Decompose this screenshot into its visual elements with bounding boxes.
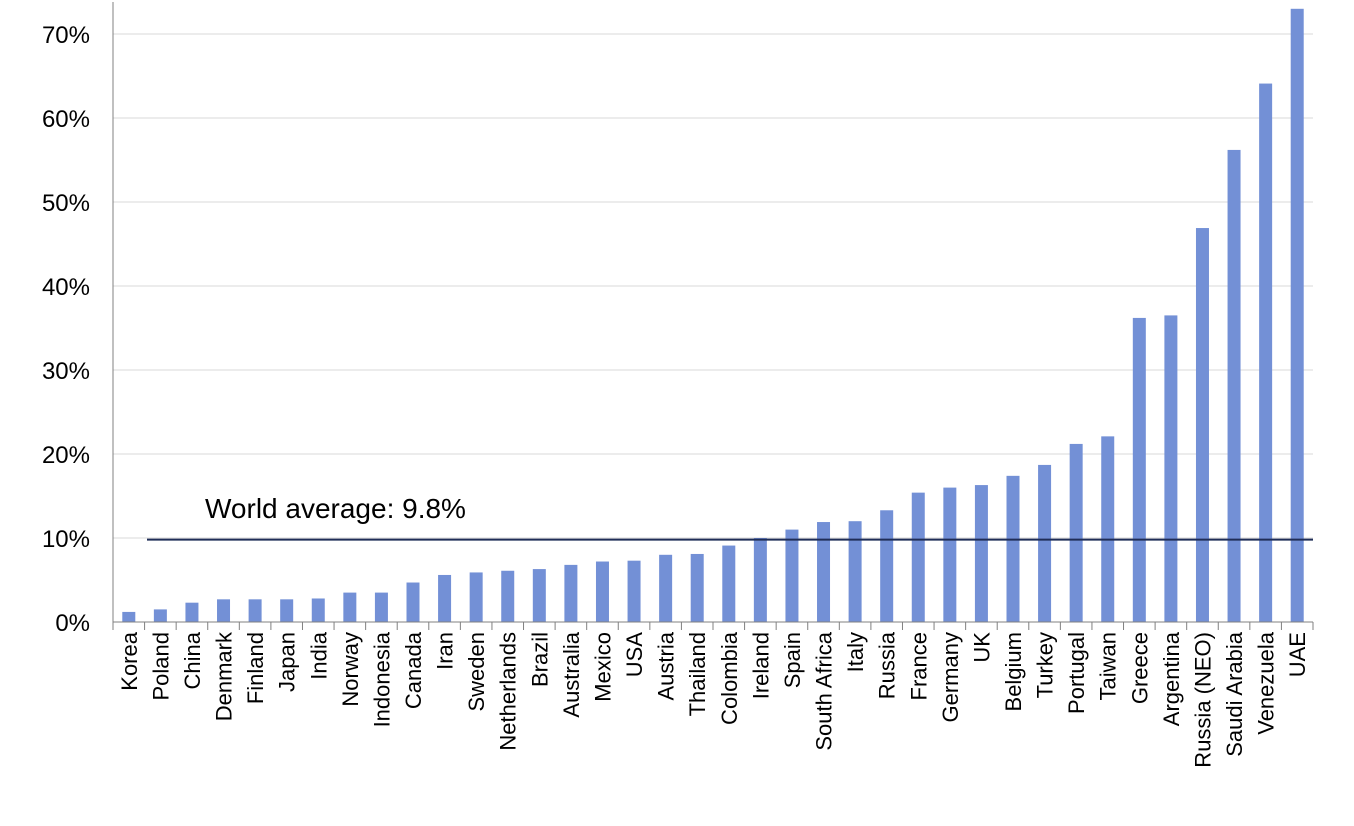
bar (1227, 149, 1241, 623)
bar (1132, 317, 1146, 622)
bar (1006, 475, 1020, 622)
y-tick-label: 20% (42, 442, 90, 469)
x-tick-label: Venezuela (1254, 631, 1279, 735)
bar (595, 561, 609, 622)
x-tick-label: Sweden (464, 632, 489, 712)
y-tick-label: 10% (42, 526, 90, 553)
bar (974, 485, 988, 622)
gridlines (113, 33, 1313, 539)
x-tick-label: Iran (433, 632, 458, 670)
bar (564, 564, 578, 622)
bar (1259, 83, 1273, 622)
bar (406, 582, 420, 622)
x-tick-label: Korea (117, 631, 142, 690)
bar (848, 521, 862, 622)
x-tick-label: Brazil (527, 632, 552, 687)
y-tick-label: 40% (42, 274, 90, 301)
x-tick-label: Russia (875, 631, 900, 699)
x-tick-label: Russia (NEO) (1190, 632, 1215, 768)
bar (311, 598, 325, 622)
axes (112, 2, 1314, 630)
x-tick-label: Austria (654, 631, 679, 700)
y-tick-label: 50% (42, 190, 90, 217)
x-tick-label: France (906, 632, 931, 700)
bar (438, 574, 452, 622)
reference-line-group: World average: 9.8% (147, 493, 1313, 541)
x-tick-label: Poland (148, 632, 173, 701)
bar (785, 529, 799, 622)
x-tick-label: Germany (938, 632, 963, 722)
bar (1290, 8, 1304, 623)
y-tick-label: 60% (42, 106, 90, 133)
bar (722, 545, 736, 622)
bar (943, 487, 957, 622)
x-tick-label: Turkey (1033, 632, 1058, 698)
y-tick-label: 70% (42, 22, 90, 49)
bar (911, 492, 925, 622)
bar (122, 611, 136, 622)
x-tick-label: India (306, 631, 331, 679)
x-tick-label: Indonesia (369, 631, 394, 727)
bar (1101, 436, 1115, 622)
bar (627, 560, 641, 622)
bar (659, 554, 673, 622)
bar (880, 510, 894, 622)
bar (753, 538, 767, 622)
x-tick-label: South Africa (812, 631, 837, 750)
bar (374, 592, 388, 622)
x-tick-label: Netherlands (496, 632, 521, 751)
x-tick-label: UK (969, 632, 994, 663)
x-tick-label: Ireland (748, 632, 773, 699)
bar (185, 602, 199, 622)
x-tick-label: Denmark (212, 631, 237, 721)
bar (1038, 464, 1052, 622)
bar (1195, 228, 1209, 623)
x-tick-label: Mexico (590, 632, 615, 702)
x-tick-label: Colombia (717, 631, 742, 725)
x-tick-label: Thailand (685, 632, 710, 716)
bar (280, 599, 294, 622)
x-tick-label: Portugal (1064, 632, 1089, 714)
bar (1164, 315, 1178, 622)
bar (248, 599, 262, 622)
bar (153, 609, 167, 622)
y-axis-ticks: 0% 10% 20% 30% 40% 50% 60% 70% (42, 22, 90, 637)
x-tick-label: Saudi Arabia (1222, 631, 1247, 757)
x-tick-label: USA (622, 632, 647, 678)
x-tick-label: Argentina (1159, 631, 1184, 726)
x-tick-label: Finland (243, 632, 268, 704)
y-tick-label: 30% (42, 358, 90, 385)
y-tick-label: 0% (55, 610, 90, 637)
x-tick-label: Japan (275, 632, 300, 692)
x-tick-label: Belgium (1001, 632, 1026, 711)
world-average-label: World average: 9.8% (205, 493, 466, 524)
x-tick-label: China (180, 631, 205, 689)
x-tick-label: Taiwan (1096, 632, 1121, 700)
bar (1069, 443, 1083, 622)
bar (501, 570, 515, 622)
bar (532, 569, 546, 622)
bar (817, 522, 831, 622)
x-tick-label: UAE (1285, 632, 1310, 677)
x-tick-label: Italy (843, 632, 868, 672)
x-axis-labels: Korea Poland China Denmark Finland Japan India… (117, 631, 1310, 768)
bars (122, 8, 1304, 623)
x-tick-label: Canada (401, 631, 426, 709)
bar (343, 592, 357, 622)
bar (469, 572, 483, 622)
x-tick-label: Norway (338, 632, 363, 707)
bar (217, 599, 231, 622)
x-tick-label: Spain (780, 632, 805, 688)
x-tick-label: Greece (1127, 632, 1152, 704)
bar (690, 553, 704, 622)
x-tick-label: Australia (559, 631, 584, 717)
